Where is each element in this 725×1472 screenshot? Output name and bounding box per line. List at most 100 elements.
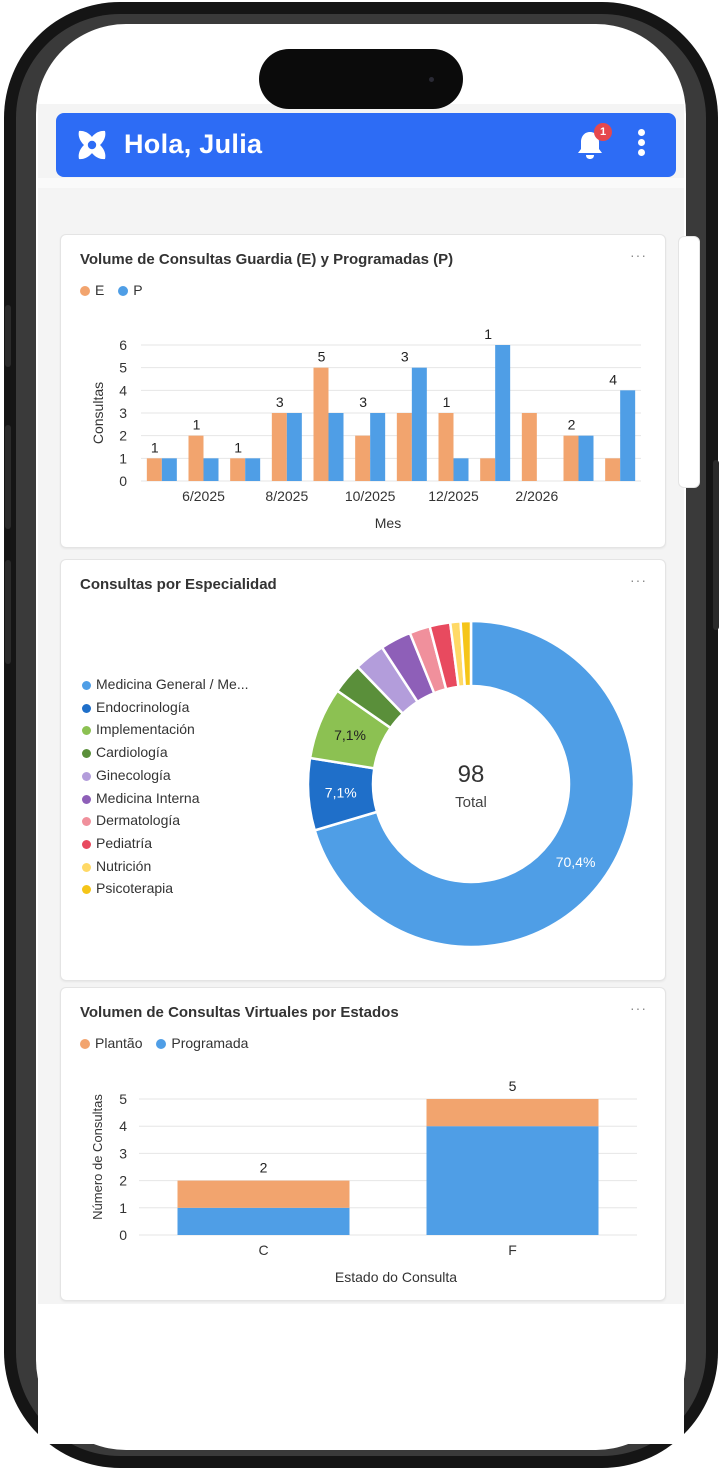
y-tick-label: 3 <box>119 1145 127 1161</box>
y-tick-label: 0 <box>119 1227 127 1243</box>
legend-item-programada[interactable]: Programada <box>156 1035 248 1051</box>
legend-dot <box>82 817 91 827</box>
pie-legend-item[interactable]: Medicina General / Me... <box>82 673 249 696</box>
data-label: 3 <box>359 394 367 410</box>
y-tick-label: 4 <box>119 1118 127 1134</box>
legend-label: Implementación <box>96 721 195 738</box>
donut-slice <box>313 619 636 949</box>
power-button <box>713 460 719 630</box>
y-tick-label: 4 <box>119 382 127 398</box>
chart-card-especialidad: Consultas por Especialidad ··· Medicina … <box>60 559 666 981</box>
content-bottom-area <box>38 1304 684 1444</box>
pie-legend-item[interactable]: Cardiología <box>82 741 249 764</box>
y-tick-label: 2 <box>119 1173 127 1189</box>
app-header: Hola, Julia 1 <box>56 113 676 177</box>
slice-percent-label: 70,4% <box>556 854 596 870</box>
chart-card-estados: Volumen de Consultas Virtuales por Estad… <box>60 987 666 1301</box>
x-tick-label: 12/2025 <box>428 488 479 504</box>
legend-dot <box>82 749 91 759</box>
bar-p <box>578 435 594 481</box>
bar-e <box>521 413 537 481</box>
bar-chart-monthly: 0 1 2 3 4 5 6 Consultas 1 1 6/2025 1 3 8/2025 5 3 10/202… <box>90 326 641 531</box>
card-title: Volumen de Consultas Virtuales por Estad… <box>80 1004 399 1021</box>
legend-label: Plantão <box>95 1035 143 1051</box>
volume-up-button <box>5 425 11 529</box>
x-tick-label: C <box>258 1242 268 1258</box>
pie-legend-item[interactable]: Medicina Interna <box>82 787 249 810</box>
pie-legend-item[interactable]: Psicoterapia <box>82 877 249 900</box>
pie-legend-item[interactable]: Ginecología <box>82 764 249 787</box>
legend-item-p[interactable]: P <box>118 282 143 298</box>
y-tick-label: 1 <box>119 450 127 466</box>
legend-dot-e <box>80 286 90 296</box>
y-tick-label: 5 <box>119 360 127 376</box>
data-label: 3 <box>276 394 284 410</box>
legend-item-plantao[interactable]: Plantão <box>80 1035 142 1051</box>
y-axis-label: Consultas <box>90 382 106 444</box>
app-logo-icon[interactable] <box>74 127 110 163</box>
legend-dot-plantao <box>80 1039 90 1049</box>
y-tick-label: 3 <box>119 405 127 421</box>
bar-e <box>605 458 621 481</box>
x-axis-label: Estado do Consulta <box>335 1269 457 1285</box>
data-label: 4 <box>609 371 617 387</box>
pie-legend-item[interactable]: Nutrición <box>82 855 249 878</box>
stacked-bar-segment <box>426 1099 599 1127</box>
legend-label: Pediatría <box>96 834 153 851</box>
legend-dot <box>82 726 91 736</box>
bar-p <box>370 413 386 481</box>
card-menu-icon[interactable]: ··· <box>630 572 647 588</box>
bar-e <box>438 413 454 481</box>
bar-e <box>355 435 371 481</box>
legend-label: E <box>95 282 105 298</box>
legend-item-e[interactable]: E <box>80 282 104 298</box>
legend-label: Dermatología <box>96 812 181 829</box>
bar-p <box>495 345 511 481</box>
slice-percent-label: 7,1% <box>325 784 357 800</box>
legend-dot <box>82 703 91 713</box>
bar-p <box>203 458 219 481</box>
greeting-title: Hola, Julia <box>124 129 263 159</box>
data-label: 1 <box>443 394 451 410</box>
y-tick-label: 5 <box>119 1091 127 1107</box>
legend-label: Programada <box>171 1035 249 1051</box>
y-tick-label: 1 <box>119 1200 127 1216</box>
card-menu-icon[interactable]: ··· <box>630 247 647 263</box>
y-tick-label: 2 <box>119 428 127 444</box>
data-label: 1 <box>484 326 492 342</box>
slice-percent-label: 7,1% <box>334 727 366 743</box>
chart-legend: E P <box>80 282 153 298</box>
legend-label: Ginecología <box>96 766 171 783</box>
legend-dot-programada <box>156 1039 167 1049</box>
header-spacer <box>38 178 684 188</box>
donut-center-value: 98 <box>458 761 485 788</box>
pie-legend-item[interactable]: Endocrinología <box>82 696 249 719</box>
kebab-menu-icon[interactable] <box>634 127 648 163</box>
data-label: 3 <box>401 349 409 365</box>
bar-e <box>313 367 329 481</box>
pie-legend-item[interactable]: Pediatría <box>82 832 249 855</box>
action-button <box>5 305 11 367</box>
dynamic-island <box>259 49 463 109</box>
card-title: Consultas por Especialidad <box>80 576 277 593</box>
bar-e <box>563 435 579 481</box>
x-tick-label: F <box>508 1242 517 1258</box>
data-label: 1 <box>193 417 201 433</box>
y-tick-label: 6 <box>119 337 127 353</box>
pie-legend-item[interactable]: Implementación <box>82 718 249 741</box>
chart-card-consultas-mensuales: Volume de Consultas Guardia (E) y Progra… <box>60 234 666 548</box>
bar-e <box>146 458 162 481</box>
legend-dot <box>82 862 91 872</box>
legend-dot-p <box>118 286 129 296</box>
chart-legend: Plantão Programada <box>80 1035 258 1051</box>
pie-legend-item[interactable]: Dermatología <box>82 809 249 832</box>
bar-e <box>188 435 204 481</box>
legend-label: Medicina General / Me... <box>96 676 249 692</box>
pie-legend: Medicina General / Me... Endocrinología Im… <box>82 673 249 900</box>
x-tick-label: 6/2025 <box>182 488 225 504</box>
legend-label: P <box>133 282 143 298</box>
bar-p <box>245 458 261 481</box>
card-menu-icon[interactable]: ··· <box>630 1000 647 1016</box>
total-label: 5 <box>509 1078 517 1094</box>
legend-label: Endocrinología <box>96 698 190 715</box>
